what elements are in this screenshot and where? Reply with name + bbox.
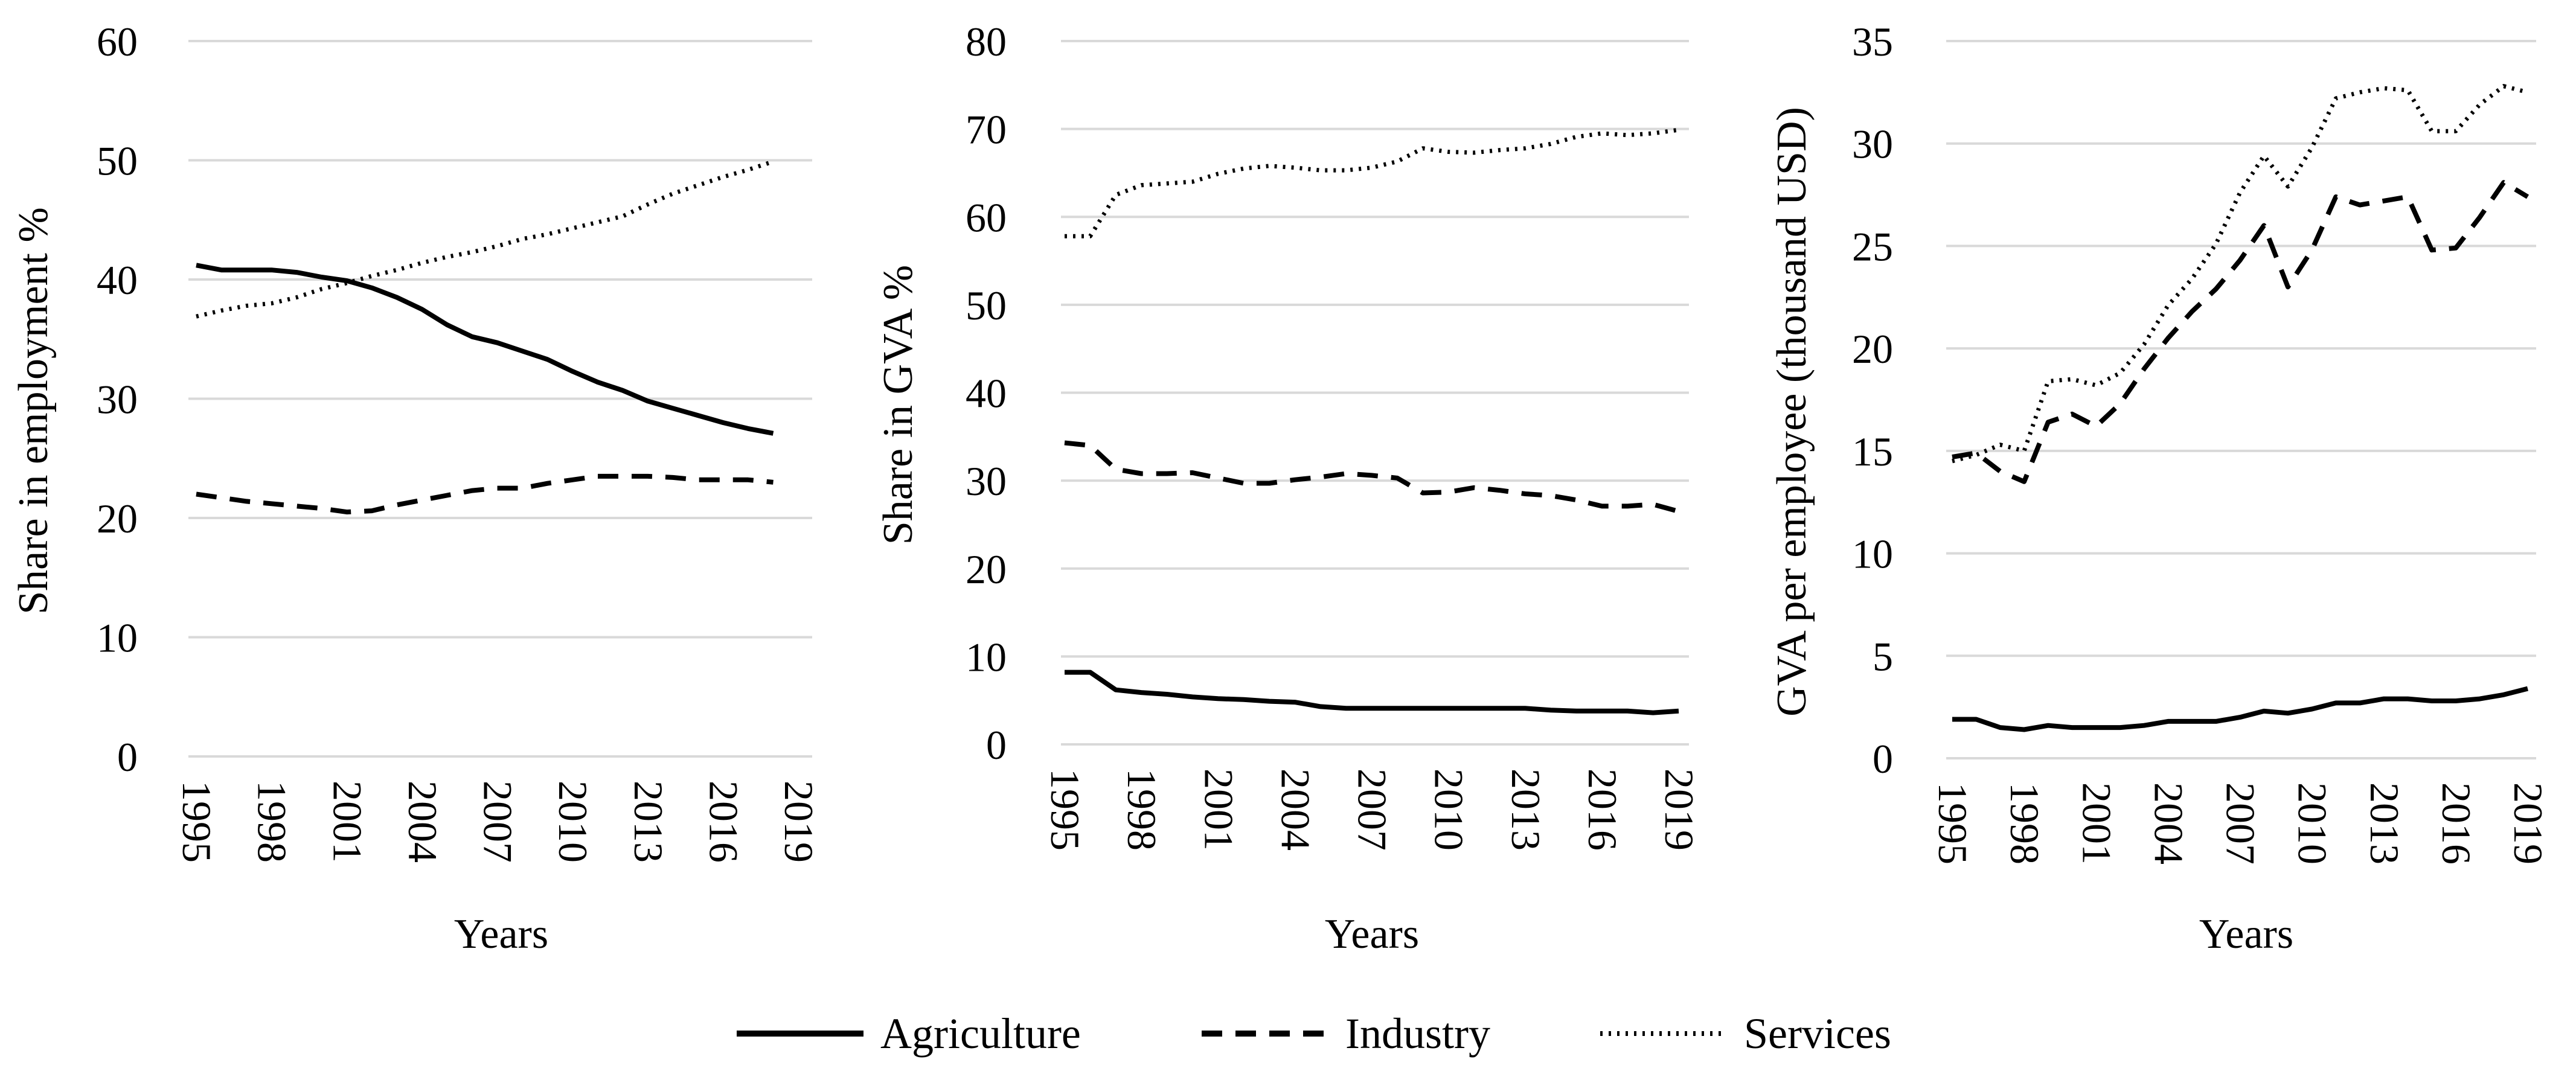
y-tick-label: 80 [966, 19, 1007, 65]
x-tick-label: 2019 [1656, 769, 1702, 851]
y-axis-title: GVA per employee (thousand USD) [1769, 107, 1815, 717]
x-tick-label: 2016 [700, 781, 746, 863]
y-tick-label: 0 [117, 734, 138, 780]
y-tick-label: 20 [97, 496, 138, 542]
series-line-industry [1064, 440, 1680, 514]
series-line-industry [196, 473, 774, 515]
y-tick-label: 10 [97, 615, 138, 661]
legend-label-agriculture: Agriculture [880, 1009, 1081, 1058]
series-line-industry [1952, 180, 2530, 484]
x-tick-label: 2001 [2074, 782, 2119, 865]
y-tick-label: 30 [1852, 121, 1893, 167]
y-tick-label: 20 [966, 546, 1007, 592]
x-tick-label: 2010 [2290, 782, 2336, 865]
x-axis-title: Years [454, 911, 548, 957]
y-tick-label: 20 [1852, 326, 1893, 372]
chart-panel-gva-share: 0 10 20 30 40 50 60 70 80 1995 1998 2001 2004 2007 201… [875, 19, 1702, 957]
x-tick-label: 2004 [2145, 782, 2191, 865]
legend-label-industry: Industry [1345, 1009, 1490, 1058]
legend-item-industry: Industry [1202, 1009, 1490, 1058]
y-tick-label: 10 [1852, 531, 1893, 577]
y-tick-label: 50 [97, 138, 138, 184]
y-tick-label: 25 [1852, 223, 1893, 269]
x-tick-label: 1995 [1930, 782, 1976, 865]
x-tick-label: 2016 [1580, 769, 1626, 851]
x-tick-label: 1995 [1042, 769, 1088, 851]
x-tick-label: 2013 [1503, 769, 1549, 851]
x-axis-title: Years [1325, 911, 1419, 957]
y-tick-label: 40 [97, 257, 138, 303]
y-tick-label: 0 [1873, 736, 1893, 782]
y-tick-label: 5 [1873, 633, 1893, 679]
legend-item-services: Services [1600, 1009, 1891, 1058]
y-tick-label: 60 [97, 19, 138, 65]
series-line-agriculture [1952, 686, 2528, 732]
y-tick-label: 10 [966, 634, 1007, 680]
x-tick-label: 1998 [2002, 782, 2048, 865]
y-tick-label: 70 [966, 107, 1007, 153]
series-line-agriculture [1065, 670, 1679, 715]
x-tick-label: 2010 [1426, 769, 1472, 851]
chart-panel-gva-per-employee: 0 5 10 15 20 25 30 35 1995 1998 2001 2004 2007 2010 20… [1769, 19, 2551, 957]
x-tick-label: 2019 [776, 781, 822, 863]
y-tick-label: 40 [966, 371, 1007, 417]
x-tick-label: 2004 [400, 781, 446, 863]
x-tick-label: 2001 [1196, 769, 1242, 851]
series-line-services [1065, 127, 1679, 238]
series-line-services [196, 159, 774, 319]
y-tick-label: 0 [986, 722, 1007, 768]
x-tick-label: 2007 [2218, 782, 2264, 865]
x-tick-label: 2007 [1350, 769, 1395, 851]
x-tick-label: 2010 [550, 781, 596, 863]
x-tick-label: 2001 [324, 781, 370, 863]
x-tick-label: 1998 [249, 781, 295, 863]
x-axis-title: Years [2199, 911, 2293, 957]
x-tick-label: 2016 [2433, 782, 2479, 865]
legend-label-services: Services [1744, 1009, 1891, 1058]
y-axis-title: Share in employment % [10, 207, 57, 615]
x-tick-label: 1995 [174, 781, 220, 863]
legend: Agriculture Industry Services [737, 1009, 1891, 1058]
series-line-agriculture [196, 263, 774, 436]
x-tick-label: 2007 [475, 781, 521, 863]
y-tick-label: 30 [97, 377, 138, 423]
y-tick-label: 50 [966, 283, 1007, 328]
x-tick-label: 1998 [1119, 769, 1165, 851]
x-tick-label: 2019 [2505, 782, 2551, 865]
y-tick-label: 30 [966, 458, 1007, 504]
x-tick-label: 2013 [2362, 782, 2408, 865]
y-tick-label: 15 [1852, 429, 1893, 475]
y-tick-label: 35 [1852, 19, 1893, 65]
x-tick-label: 2013 [626, 781, 671, 863]
legend-item-agriculture: Agriculture [737, 1009, 1081, 1058]
x-tick-label: 2004 [1272, 769, 1318, 851]
y-axis-title: Share in GVA % [875, 265, 921, 545]
chart-panel-employment-share: 0 10 20 30 40 50 60 1995 1998 2001 2004 2007 2010 201… [10, 19, 822, 957]
y-tick-label: 60 [966, 194, 1007, 240]
